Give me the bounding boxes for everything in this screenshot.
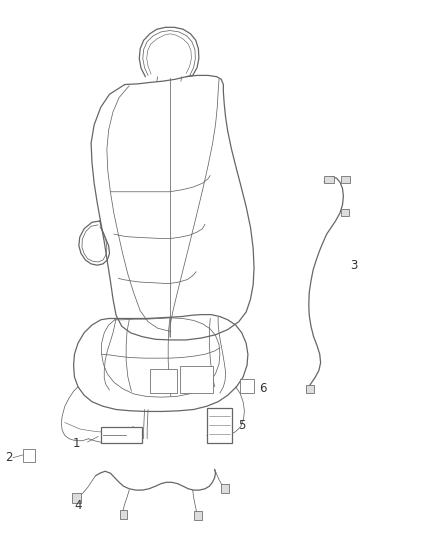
- Text: 2: 2: [5, 451, 13, 464]
- Text: 3: 3: [350, 259, 358, 272]
- FancyBboxPatch shape: [341, 175, 350, 183]
- FancyBboxPatch shape: [101, 427, 142, 443]
- FancyBboxPatch shape: [341, 209, 349, 216]
- FancyBboxPatch shape: [221, 483, 229, 492]
- FancyBboxPatch shape: [180, 366, 213, 393]
- FancyBboxPatch shape: [150, 368, 177, 393]
- Text: 5: 5: [238, 419, 246, 432]
- FancyBboxPatch shape: [207, 408, 232, 443]
- FancyBboxPatch shape: [240, 379, 254, 393]
- FancyBboxPatch shape: [23, 448, 35, 462]
- FancyBboxPatch shape: [72, 494, 81, 503]
- FancyBboxPatch shape: [120, 510, 127, 519]
- Text: 4: 4: [75, 499, 82, 512]
- FancyBboxPatch shape: [324, 175, 334, 183]
- Text: 6: 6: [259, 382, 267, 395]
- FancyBboxPatch shape: [194, 511, 202, 520]
- FancyBboxPatch shape: [306, 385, 314, 393]
- Text: 1: 1: [72, 437, 80, 450]
